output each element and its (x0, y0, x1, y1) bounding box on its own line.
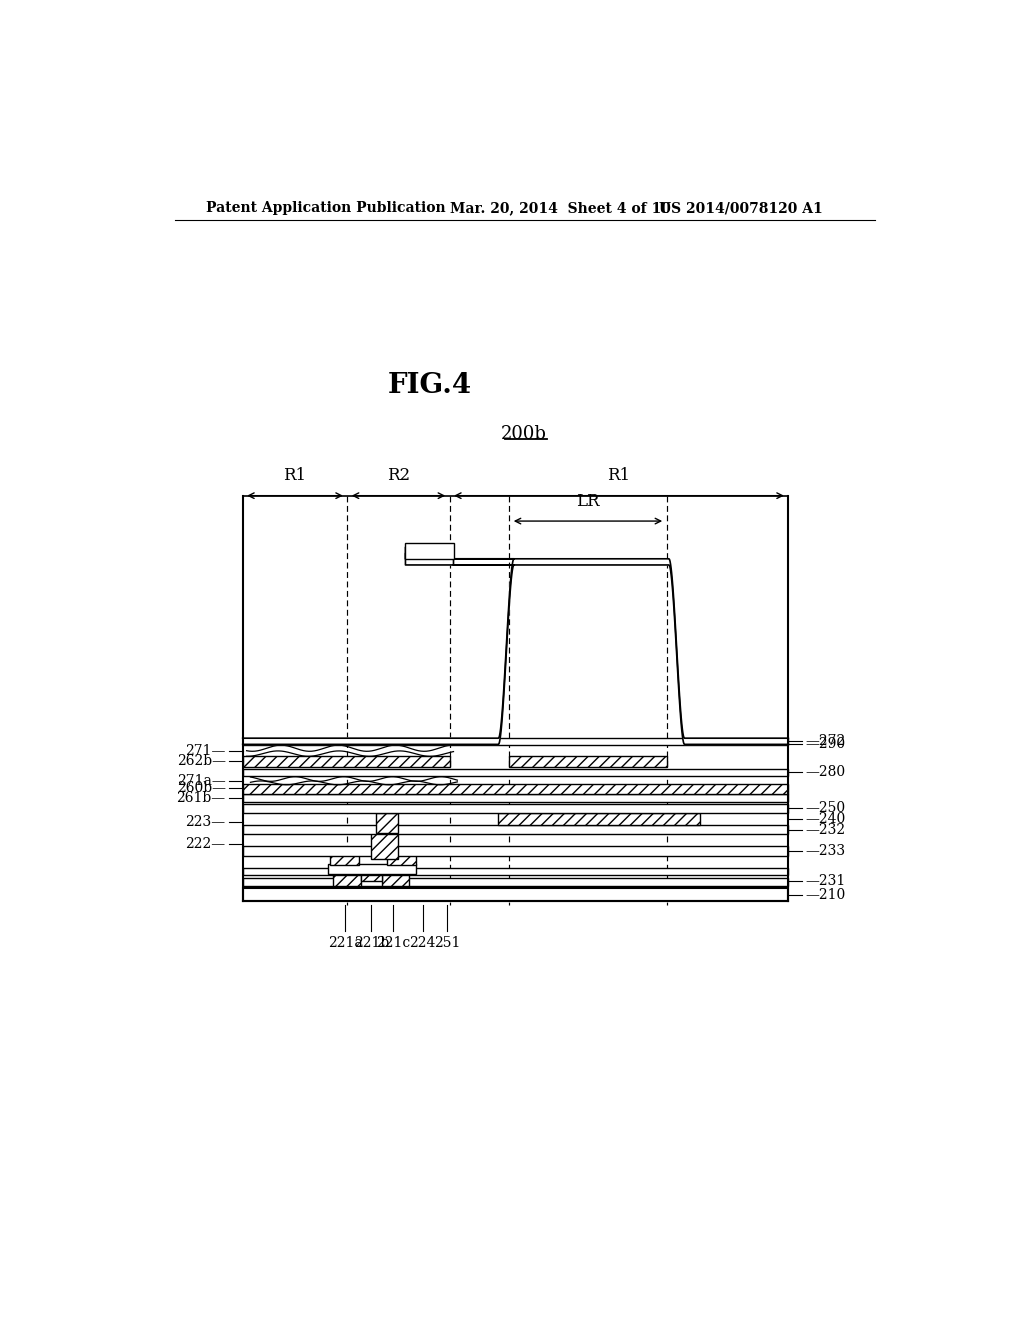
Text: R1: R1 (284, 467, 306, 484)
Bar (243, 888, 788, 902)
Bar (334, 875, 360, 886)
Bar (387, 854, 417, 866)
Bar (243, 846, 788, 857)
Text: 271—: 271— (185, 743, 225, 758)
Bar (509, 756, 667, 767)
Bar (243, 738, 788, 744)
Text: R2: R2 (387, 467, 410, 484)
Text: 271a—: 271a— (177, 774, 225, 788)
Text: —231: —231 (805, 874, 846, 888)
Bar (243, 770, 788, 776)
Bar (328, 863, 417, 874)
Text: Mar. 20, 2014  Sheet 4 of 10: Mar. 20, 2014 Sheet 4 of 10 (450, 202, 671, 215)
Text: 224: 224 (410, 936, 435, 950)
Text: —210: —210 (805, 888, 846, 903)
Text: 260b—: 260b— (177, 781, 225, 795)
Bar (376, 813, 397, 833)
Text: —250: —250 (805, 800, 846, 814)
Text: 200b: 200b (501, 425, 546, 444)
Bar (243, 804, 788, 813)
Bar (382, 875, 409, 886)
Text: 221a: 221a (328, 936, 362, 950)
Bar (243, 795, 788, 803)
Bar (499, 813, 700, 825)
Bar (243, 878, 788, 886)
Text: Patent Application Publication: Patent Application Publication (206, 202, 445, 215)
Text: —240: —240 (805, 812, 846, 826)
Text: —232: —232 (805, 822, 846, 837)
Text: 262b—: 262b— (177, 754, 225, 768)
Text: 261b—: 261b— (176, 791, 225, 805)
Bar (372, 833, 397, 859)
Text: 221b: 221b (353, 936, 389, 950)
Bar (243, 825, 788, 834)
Bar (360, 875, 382, 882)
Text: —272: —272 (805, 734, 846, 748)
Text: FIG.4: FIG.4 (388, 372, 472, 399)
Bar (243, 867, 788, 875)
Text: LR: LR (575, 492, 599, 510)
Text: —280: —280 (805, 766, 846, 779)
Text: R1: R1 (607, 467, 631, 484)
Polygon shape (243, 548, 788, 744)
Text: 221c: 221c (376, 936, 411, 950)
Bar (330, 854, 359, 866)
Text: —233: —233 (805, 845, 846, 858)
Text: —290: —290 (805, 737, 846, 751)
Bar (243, 756, 450, 767)
Text: 222—: 222— (185, 837, 225, 850)
Bar (243, 784, 788, 793)
Bar (406, 544, 454, 558)
Text: 251: 251 (434, 936, 461, 950)
Text: US 2014/0078120 A1: US 2014/0078120 A1 (658, 202, 822, 215)
Text: 223—: 223— (185, 816, 225, 829)
